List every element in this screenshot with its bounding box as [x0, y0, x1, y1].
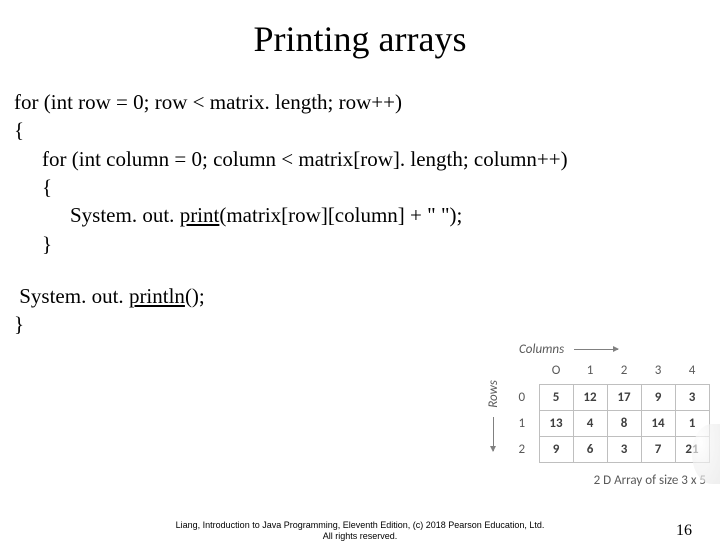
- col-index: 3: [641, 358, 675, 384]
- code-line: }: [14, 310, 706, 338]
- cell: 14: [641, 410, 675, 436]
- columns-label: Columns: [519, 342, 564, 357]
- cell: 6: [573, 436, 607, 462]
- page-number: 16: [676, 522, 692, 540]
- footer-line: Liang, Introduction to Java Programming,…: [0, 520, 720, 531]
- code-line: {: [14, 116, 706, 144]
- cell: 12: [573, 384, 607, 410]
- figure-caption: 2 D Array of size 3 x 5: [465, 473, 710, 488]
- table-row: 2 9 6 3 7 21: [505, 436, 709, 462]
- cell: 7: [641, 436, 675, 462]
- cell: 5: [539, 384, 573, 410]
- table-row: 0 5 12 17 9 3: [505, 384, 709, 410]
- array-figure: Columns Rows O 1 2 3 4 0 5 12 17 9 3: [465, 340, 710, 488]
- code-line: for (int column = 0; column < matrix[row…: [14, 145, 706, 173]
- cell: 3: [675, 384, 709, 410]
- cell: 13: [539, 410, 573, 436]
- table-row: 1 13 4 8 14 1: [505, 410, 709, 436]
- col-index: 4: [675, 358, 709, 384]
- code-block: for (int row = 0; row < matrix. length; …: [0, 88, 720, 339]
- arrow-right-icon: [574, 349, 618, 350]
- code-line: }: [14, 230, 706, 258]
- arrow-down-icon: [493, 417, 494, 451]
- code-line: {: [14, 173, 706, 201]
- rows-label: Rows: [486, 380, 501, 408]
- cell: 8: [607, 410, 641, 436]
- cell: 17: [607, 384, 641, 410]
- footer: Liang, Introduction to Java Programming,…: [0, 520, 720, 543]
- cell: 9: [539, 436, 573, 462]
- code-line: System. out. print(matrix[row][column] +…: [14, 201, 706, 229]
- row-index: 1: [505, 410, 539, 436]
- cell: 9: [641, 384, 675, 410]
- code-line: for (int row = 0; row < matrix. length; …: [14, 88, 706, 116]
- row-index: 2: [505, 436, 539, 462]
- code-line: System. out. println();: [14, 282, 706, 310]
- col-index: 2: [607, 358, 641, 384]
- row-index: 0: [505, 384, 539, 410]
- array-table: O 1 2 3 4 0 5 12 17 9 3 1 13 4 8 14 1: [505, 358, 710, 463]
- slide-title: Printing arrays: [0, 18, 720, 60]
- col-index: 1: [573, 358, 607, 384]
- footer-line: All rights reserved.: [0, 531, 720, 542]
- col-index-row: O 1 2 3 4: [505, 358, 709, 384]
- col-index: O: [539, 358, 573, 384]
- cell: 3: [607, 436, 641, 462]
- cell: 4: [573, 410, 607, 436]
